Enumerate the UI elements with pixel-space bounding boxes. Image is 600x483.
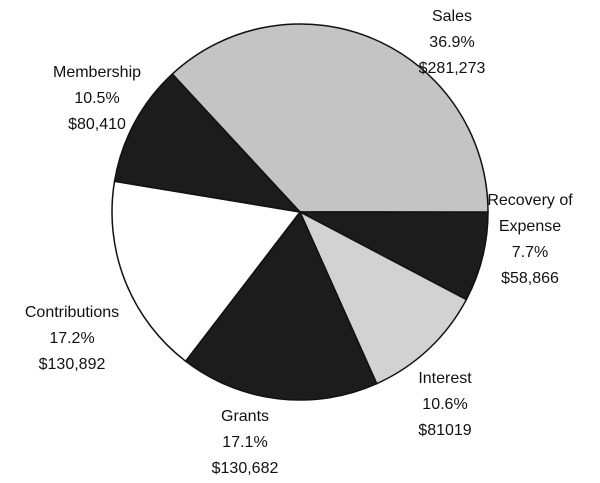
slice-label: Interest 10.6% $81019	[418, 366, 471, 444]
percent-label: 36.9%	[429, 34, 475, 51]
slice-label: Membership 10.5% $80,410	[53, 60, 141, 138]
percent-label: 10.6%	[422, 396, 468, 413]
pie-slice	[298, 210, 468, 385]
slice-label: Recovery of Expense 7.7% $58,866	[475, 188, 585, 292]
amount-label: $281,273	[418, 60, 486, 77]
percent-label: 17.1%	[222, 434, 268, 451]
pie-slice	[184, 210, 378, 401]
percent-label: 7.7%	[511, 244, 549, 261]
pie-slice	[171, 23, 489, 213]
category-name: Sales	[431, 8, 473, 25]
category-name: Contributions	[24, 304, 120, 321]
slice-label: Sales 36.9% $281,273	[419, 4, 486, 82]
amount-label: $130,682	[211, 460, 279, 477]
category-name: Recovery of Expense	[487, 192, 573, 235]
amount-label: $80,410	[68, 116, 126, 133]
category-name: Grants	[220, 408, 270, 425]
amount-label: $58,866	[501, 270, 559, 287]
amount-label: $130,892	[38, 356, 106, 373]
pie-slice	[111, 180, 302, 363]
category-name: Interest	[418, 370, 472, 387]
pie-slice	[113, 72, 303, 214]
percent-label: 10.5%	[74, 90, 120, 107]
percent-label: 17.2%	[49, 330, 95, 347]
slice-label: Grants 17.1% $130,682	[212, 404, 279, 482]
slice-label: Contributions 17.2% $130,892	[25, 300, 119, 378]
category-name: Membership	[52, 64, 142, 81]
amount-label: $81019	[418, 422, 472, 439]
